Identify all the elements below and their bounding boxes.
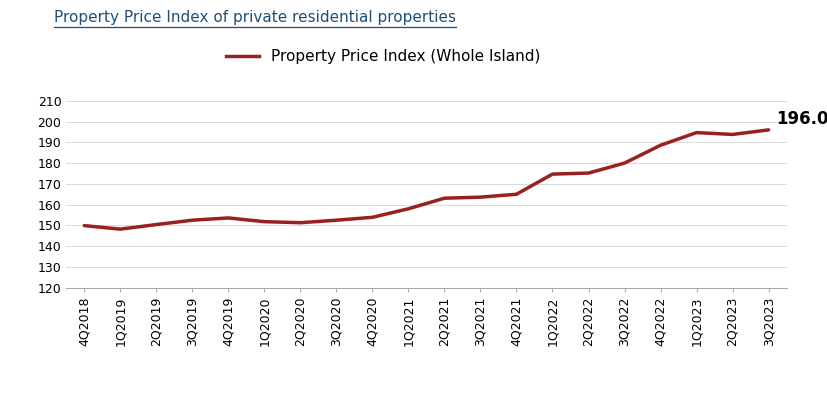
- Text: 196.0: 196.0: [775, 110, 827, 128]
- Text: Property Price Index of private residential properties: Property Price Index of private resident…: [54, 10, 456, 25]
- Legend: Property Price Index (Whole Island): Property Price Index (Whole Island): [219, 43, 547, 70]
